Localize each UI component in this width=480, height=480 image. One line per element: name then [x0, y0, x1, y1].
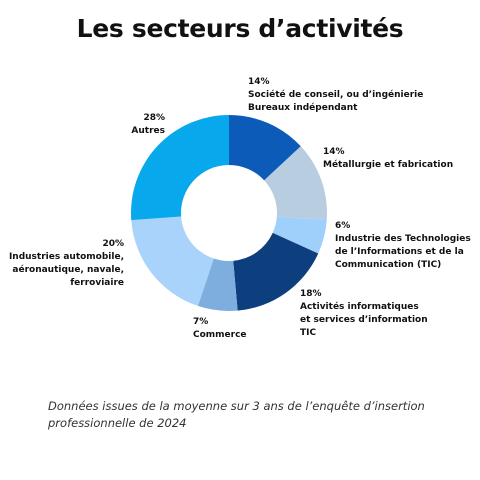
segment-label: 28% Autres: [131, 112, 165, 138]
donut-segment: [130, 115, 229, 221]
donut-segment: [197, 258, 238, 311]
category-label: Industries automobile, aéronautique, nav…: [8, 252, 124, 288]
category-label: Société de conseil, ou d’ingénierie Bure…: [248, 90, 424, 113]
donut-segment: [131, 216, 214, 306]
value-label: 20%: [102, 239, 124, 249]
category-label: Activités informatiques et services d’in…: [300, 302, 428, 338]
category-label: Industrie des Technologies de l’Informat…: [335, 234, 471, 270]
value-label: 14%: [248, 77, 270, 87]
chart-title: Les secteurs d’activités: [76, 14, 404, 43]
value-label: 18%: [300, 289, 322, 299]
segment-label: 14% Métallurgie et fabrication: [323, 146, 453, 172]
value-label: 14%: [323, 147, 345, 157]
value-label: 7%: [193, 317, 209, 327]
donut-segment: [264, 146, 327, 221]
category-label: Métallurgie et fabrication: [323, 160, 454, 170]
donut-segment: [229, 115, 301, 181]
donut-segment: [233, 232, 319, 311]
value-label: 6%: [335, 221, 351, 231]
segment-label: 14% Société de conseil, ou d’ingénierie B…: [248, 76, 423, 115]
category-label: Autres: [131, 126, 165, 136]
caption: Données issues de la moyenne sur 3 ans d…: [48, 399, 425, 430]
segment-label: 20% Industries automobile, aéronautique, …: [9, 238, 124, 290]
segment-label: 7% Commerce: [193, 316, 247, 342]
donut-segment: [272, 216, 327, 254]
segment-label: 6% Industrie des Technologies de l’Inform…: [335, 220, 471, 272]
value-label: 28%: [143, 113, 165, 123]
segment-label: 18% Activités informatiques et services d…: [300, 288, 428, 340]
category-label: Commerce: [193, 330, 247, 340]
